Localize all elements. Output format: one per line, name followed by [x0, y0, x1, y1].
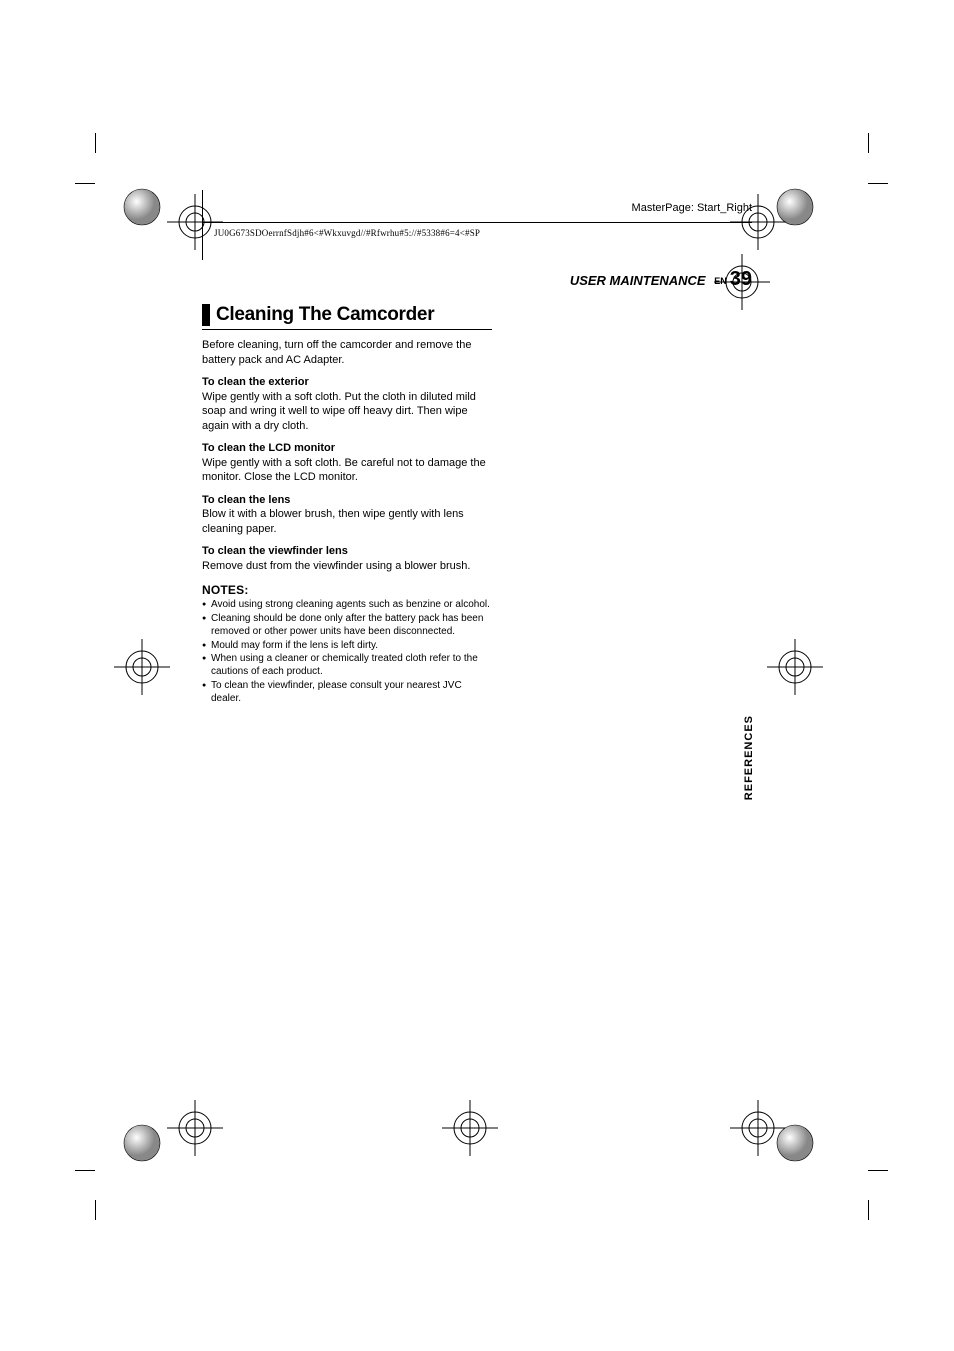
registration-mark-icon [712, 252, 772, 312]
section-3: To clean the viewfinder lens Remove dust… [202, 544, 494, 573]
title-wrap: Cleaning The Camcorder [202, 304, 494, 326]
section-2: To clean the lens Blow it with a blower … [202, 493, 494, 537]
list-item: Mould may form if the lens is left dirty… [202, 640, 494, 653]
section-body: Blow it with a blower brush, then wipe g… [202, 508, 464, 535]
section-heading: To clean the LCD monitor [202, 442, 335, 454]
list-item: Avoid using strong cleaning agents such … [202, 599, 494, 612]
section-body: Remove dust from the viewfinder using a … [202, 560, 470, 572]
registration-mark-icon [112, 637, 172, 697]
list-item: When using a cleaner or chemically treat… [202, 653, 494, 679]
crop-mark-top-right [838, 153, 868, 183]
section-heading: To clean the exterior [202, 376, 309, 388]
title-underline [202, 329, 492, 330]
title-bar [202, 304, 210, 326]
content-column: Cleaning The Camcorder Before cleaning, … [202, 268, 494, 707]
section-body: Wipe gently with a soft cloth. Be carefu… [202, 457, 486, 484]
rule-horizontal [202, 222, 752, 223]
section-0: To clean the exterior Wipe gently with a… [202, 375, 494, 433]
registration-mark-icon [112, 1113, 172, 1173]
side-tab-references: REFERENCES [743, 715, 755, 800]
registration-mark-icon [112, 177, 172, 237]
registration-mark-icon [165, 1098, 225, 1158]
registration-mark-icon [765, 637, 825, 697]
section-title: USER MAINTENANCE [570, 273, 706, 288]
section-heading: To clean the viewfinder lens [202, 545, 348, 557]
page: MasterPage: Start_Right JU0G673SDOerrnfS… [0, 0, 954, 1351]
notes-list: Avoid using strong cleaning agents such … [202, 599, 494, 705]
registration-mark-icon [165, 192, 225, 252]
crop-mark-bottom-right [838, 1170, 868, 1200]
crop-mark-bottom-left [95, 1170, 125, 1200]
section-body: Wipe gently with a soft cloth. Put the c… [202, 391, 476, 432]
section-heading: To clean the lens [202, 494, 290, 506]
list-item: To clean the viewfinder, please consult … [202, 680, 494, 706]
registration-mark-icon [728, 192, 788, 252]
notes-heading: NOTES: [202, 583, 494, 597]
page-title: Cleaning The Camcorder [216, 304, 434, 326]
section-1: To clean the LCD monitor Wipe gently wit… [202, 441, 494, 485]
list-item: Cleaning should be done only after the b… [202, 613, 494, 639]
registration-mark-icon [765, 1113, 825, 1173]
registration-mark-icon [440, 1098, 500, 1158]
file-path-text: JU0G673SDOerrnfSdjh#6<#Wkxuvgd//#Rfwrhu#… [214, 228, 480, 238]
intro-paragraph: Before cleaning, turn off the camcorder … [202, 338, 494, 367]
